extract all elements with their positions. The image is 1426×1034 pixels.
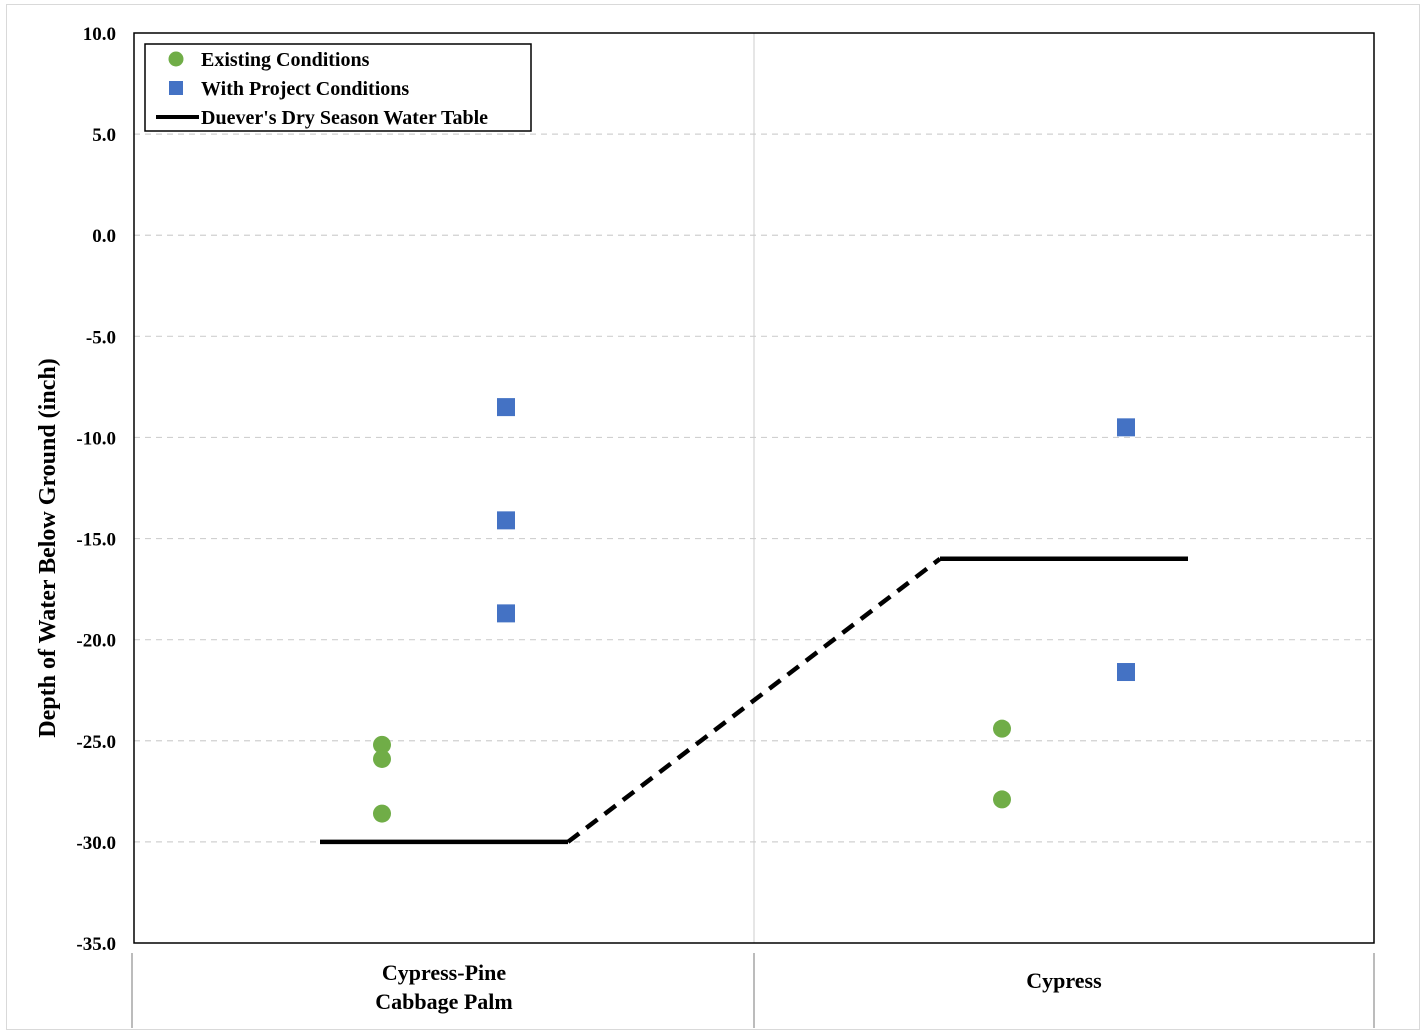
legend-circle-icon — [168, 51, 184, 67]
y-axis-label: Depth of Water Below Ground (inch) — [35, 358, 61, 737]
category-label: Cypress — [1026, 968, 1102, 993]
legend-box — [144, 43, 532, 132]
with-project-point — [497, 511, 515, 530]
with-project-point — [1117, 663, 1135, 682]
water-table-segment — [566, 556, 942, 844]
y-axis-ticks: 10.0 5.0 0.0 -5.0 -10.0 -15.0 -20.0 -25.0 -30.0 -… — [76, 24, 116, 955]
category-axis-lines — [131, 953, 1375, 1028]
y-tick-label: -25.0 — [76, 732, 116, 753]
category-label: Cypress-Pine — [382, 960, 506, 985]
legend: Existing Conditions With Project Conditi… — [144, 43, 532, 132]
y-tick-label: -35.0 — [76, 934, 116, 955]
y-tick-label: 5.0 — [92, 125, 116, 146]
legend-square-icon — [169, 81, 183, 95]
chart-frame — [6, 4, 1420, 1030]
y-tick-label: -30.0 — [76, 833, 116, 854]
with-project-point — [497, 398, 515, 417]
category-label: Cabbage Palm — [375, 989, 513, 1014]
legend-label-existing: Existing Conditions — [201, 49, 370, 71]
plot-area-border — [133, 32, 1375, 944]
with-project-point — [1117, 418, 1135, 437]
with-project-point — [497, 604, 515, 623]
existing-point — [373, 804, 391, 823]
y-tick-label: 10.0 — [83, 24, 116, 45]
existing-point — [373, 735, 391, 754]
existing-point — [993, 790, 1011, 809]
data-points — [373, 398, 1135, 823]
y-tick-label: -5.0 — [86, 327, 116, 348]
y-tick-label: -10.0 — [76, 428, 116, 449]
y-tick-label: -15.0 — [76, 530, 116, 551]
y-tick-label: -20.0 — [76, 631, 116, 652]
legend-label-water-table: Duever's Dry Season Water Table — [201, 107, 488, 129]
legend-label-with-project: With Project Conditions — [201, 78, 409, 100]
existing-point — [373, 749, 391, 768]
water-table-line — [320, 556, 1188, 845]
existing-point — [993, 719, 1011, 738]
y-tick-label: 0.0 — [92, 226, 116, 247]
x-axis-categories: Cypress-Pine Cabbage Palm Cypress — [375, 960, 1102, 1014]
